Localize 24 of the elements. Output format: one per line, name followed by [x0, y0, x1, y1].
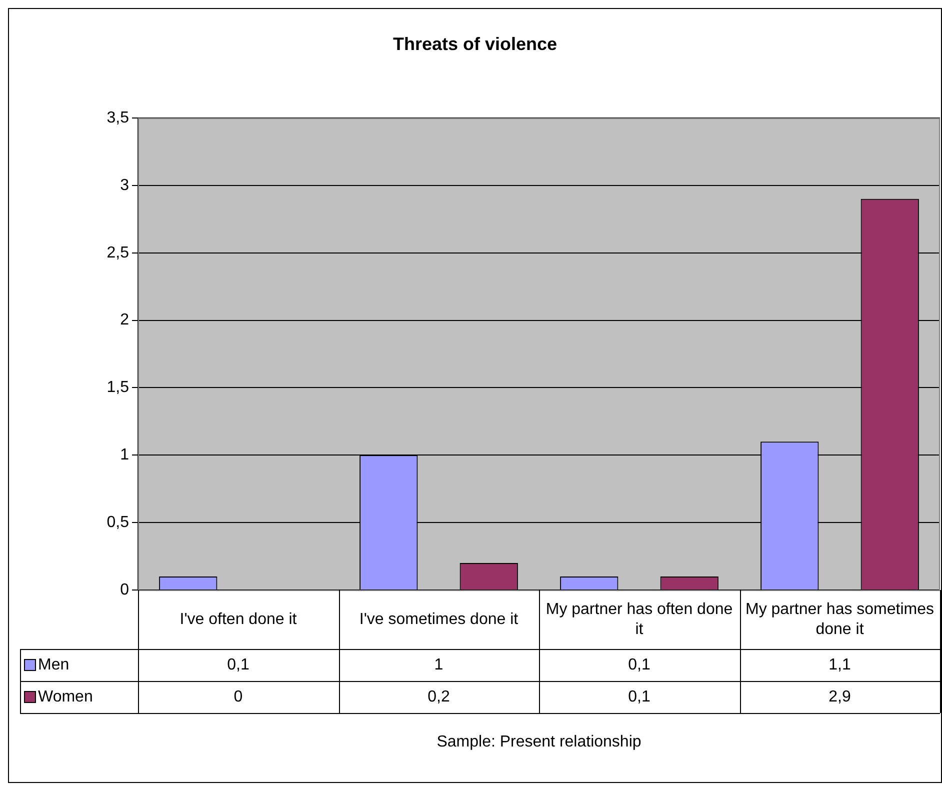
x-tick-label: My partner has often done it: [546, 600, 733, 638]
y-tick-label: 3: [120, 176, 130, 194]
x-tick-label: I've sometimes done it: [359, 610, 519, 628]
x-tick-label: My partner has sometimes done it: [745, 600, 934, 638]
x-tick-label: I've often done it: [180, 610, 298, 628]
chart-title: Threats of violence: [392, 34, 558, 54]
data-label: 2,9: [828, 688, 851, 706]
y-tick-label: 1,5: [106, 379, 130, 396]
data-label: 0,1: [628, 656, 650, 674]
y-tick-label: 1: [120, 446, 130, 464]
data-label: 1,1: [828, 656, 851, 674]
legend-label: Women: [38, 688, 93, 706]
y-tick-label: 0: [120, 581, 130, 598]
data-label: 0,1: [227, 656, 250, 674]
data-label: 0,1: [628, 688, 650, 706]
text: Sample: Present relationship: [436, 733, 642, 750]
data-label: 0,2: [428, 688, 450, 706]
data-label: 0: [234, 688, 243, 706]
y-tick-label: 3,5: [106, 109, 130, 126]
legend-label: Men: [38, 656, 70, 674]
y-tick-label: 2,5: [106, 244, 130, 262]
data-label: 1: [434, 656, 444, 674]
y-tick-label: 0,5: [106, 514, 130, 531]
y-tick-label: 2: [120, 312, 130, 329]
